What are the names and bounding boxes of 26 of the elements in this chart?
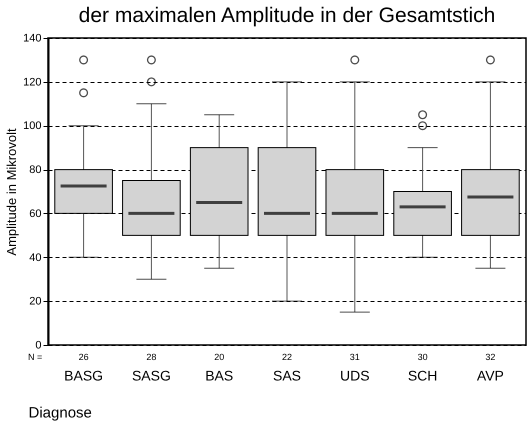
x-tick-label: SAS [272, 368, 302, 384]
y-tick-label: 0 [35, 340, 42, 352]
text: 31 [350, 352, 360, 362]
text: 26 [78, 352, 89, 362]
y-tick-label: 60 [29, 208, 42, 220]
y-tick-label: 40 [29, 252, 42, 264]
x-tick-label: SCH [408, 368, 438, 384]
y-tick-label: 100 [23, 120, 42, 132]
text: 22 [282, 352, 292, 362]
text: N = [28, 352, 42, 362]
y-tick-label: 20 [29, 296, 42, 308]
x-axis-title: Diagnose [28, 404, 92, 422]
y-tick-label: 80 [29, 164, 42, 176]
y-tick-label: 140 [23, 32, 42, 44]
text: 20 [214, 352, 224, 362]
y-axis-title: Amplitude in Mikrovolt [4, 128, 20, 256]
x-tick-label: UDS [340, 368, 370, 384]
text: 30 [418, 352, 428, 362]
text: 32 [485, 352, 496, 362]
x-tick-label: SASG [132, 368, 171, 384]
x-tick-label: BASG [64, 368, 104, 384]
chart-title: der maximalen Amplitude in der Gesamtstich [78, 4, 496, 27]
text: 28 [146, 352, 156, 362]
y-tick-label: 120 [23, 76, 42, 88]
x-tick-label: AVP [476, 368, 504, 384]
x-tick-label: BAS [205, 368, 234, 384]
